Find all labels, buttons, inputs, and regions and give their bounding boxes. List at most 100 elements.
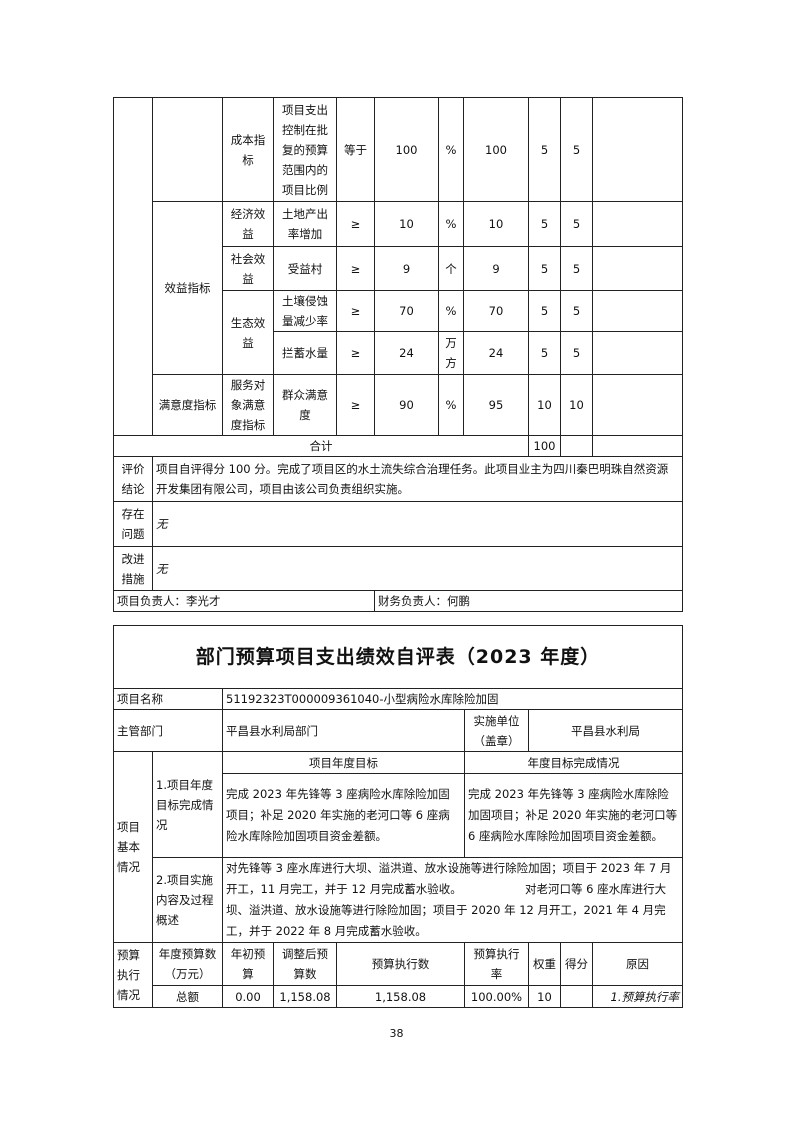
conclusion-text: 项目自评得分 100 分。完成了项目区的水土流失综合治理任务。此项目业主为四川秦…: [152, 456, 683, 502]
operator-cell: ≥: [336, 331, 375, 375]
reason-cell: [592, 290, 683, 332]
weight-cell: 5: [528, 201, 561, 247]
unit-cell: %: [438, 290, 464, 332]
total-row: 合计 100: [113, 435, 683, 457]
unit-cell: 万方: [438, 331, 464, 375]
target-cell: 9: [374, 246, 439, 291]
total-score: [560, 435, 593, 457]
level2-cell: 服务对象满意度指标: [222, 374, 274, 436]
goal-header-row: 项目基本情况 1.项目年度目标完成情况 项目年度目标 年度目标完成情况: [113, 751, 684, 943]
budget-header: 调整后预算数: [273, 942, 337, 986]
target-cell: 100: [374, 97, 439, 202]
reason-cell: [592, 97, 683, 202]
page-number: 38: [389, 1027, 404, 1040]
unit-cell: %: [438, 374, 464, 436]
performance-indicator-table: 成本指标 项目支出控制在批复的预算范围内的项目比例 等于 100 % 100 5…: [113, 97, 683, 612]
budget-cell: 10: [528, 985, 561, 1008]
conclusion-row: 评价结论 项目自评得分 100 分。完成了项目区的水土流失综合治理任务。此项目业…: [113, 456, 683, 502]
goal-row: 完成 2023 年先锋等 3 座病险水库除险加固项目；补足 2020 年实施的老…: [114, 773, 684, 858]
budget-header: 年初预算: [222, 942, 274, 986]
operator-cell: ≥: [336, 374, 375, 436]
project-lead: 项目负责人：李光才: [113, 590, 375, 612]
department-label: 主管部门: [113, 709, 223, 752]
self-evaluation-table: 部门预算项目支出绩效自评表（2023 年度） 项目名称 51192323T000…: [112, 625, 684, 1008]
table-row: 生态效益 土壤侵蚀量减少率 ≥ 70 % 70 5 5: [114, 290, 683, 375]
unit-cell: 个: [438, 246, 464, 291]
process-text: 对先锋等 3 座水库进行大坝、溢洪道、放水设施等进行除险加固；项目于 2023 …: [221, 857, 684, 943]
indicator-cell: 土壤侵蚀量减少率: [273, 290, 337, 332]
budget-header: 原因: [591, 942, 684, 986]
actual-cell: 10: [463, 201, 529, 247]
budget-header: 预算执行数: [336, 942, 465, 986]
indicator-cell: 项目支出控制在批复的预算范围内的项目比例: [273, 97, 337, 202]
measures-label: 改进措施: [113, 546, 153, 591]
page-title: 部门预算项目支出绩效自评表（2023 年度）: [112, 625, 684, 689]
target-cell: 90: [374, 374, 439, 436]
weight-cell: 5: [528, 97, 561, 202]
indicator-cell: 土地产出率增加: [273, 201, 337, 247]
budget-header-row: 预算执行情况 年度预算数（万元） 年初预算 调整后预算数 预算执行数 预算执行率…: [113, 942, 684, 1008]
actual-cell: 9: [463, 246, 529, 291]
problems-label: 存在问题: [113, 501, 153, 547]
impl-unit: 平昌县水利局: [527, 709, 684, 752]
budget-cell: 1,158.08: [273, 985, 337, 1008]
score-cell: 5: [560, 97, 593, 202]
indicator-cell: 受益村: [273, 246, 337, 291]
title-row: 部门预算项目支出绩效自评表（2023 年度）: [112, 625, 684, 689]
target-cell: 70: [374, 290, 439, 332]
score-cell: 5: [560, 201, 593, 247]
budget-cell: [560, 985, 593, 1008]
reason-cell: [592, 331, 683, 375]
level1-cell: [152, 97, 223, 202]
problems-text: 无: [152, 501, 683, 547]
budget-header: 权重: [528, 942, 561, 986]
budget-total-row: 总额 0.00 1,158.08 1,158.08 100.00% 10 1.预…: [114, 985, 684, 1008]
weight-cell: 10: [528, 374, 561, 436]
process-row: 2.项目实施内容及过程概述 对先锋等 3 座水库进行大坝、溢洪道、放水设施等进行…: [114, 857, 684, 943]
operator-cell: 等于: [336, 97, 375, 202]
weight-cell: 5: [528, 290, 561, 332]
actual-cell: 70: [463, 290, 529, 332]
unit-cell: %: [438, 201, 464, 247]
table-row: 效益指标 经济效益 土地产出率增加 ≥ 10 % 10 5 5: [114, 201, 683, 375]
completion-text: 完成 2023 年先锋等 3 座病险水库除险加固项目；补足 2020 年实施的老…: [463, 773, 684, 858]
table-row: 成本指标 项目支出控制在批复的预算范围内的项目比例 等于 100 % 100 5…: [113, 97, 683, 436]
problems-row: 存在问题 无: [113, 501, 683, 547]
score-cell: 5: [560, 331, 593, 375]
signature-row: 项目负责人：李光才 财务负责人：何鹏: [113, 590, 683, 612]
score-cell: 5: [560, 290, 593, 332]
weight-cell: 5: [528, 331, 561, 375]
measures-text: 无: [152, 546, 683, 591]
operator-cell: ≥: [336, 246, 375, 291]
indicator-cell: 群众满意度: [273, 374, 337, 436]
actual-cell: 24: [463, 331, 529, 375]
target-cell: 10: [374, 201, 439, 247]
project-name-row: 项目名称 51192323T000009361040-小型病险水库除险加固: [113, 688, 684, 710]
project-name: 51192323T000009361040-小型病险水库除险加固: [221, 688, 684, 710]
conclusion-label: 评价结论: [113, 456, 153, 502]
level1-cell: 满意度指标: [152, 374, 223, 436]
total-label: 合计: [113, 435, 529, 457]
impl-unit-label: 实施单位（盖章）: [464, 709, 529, 752]
actual-cell: 95: [463, 374, 529, 436]
indicator-category-cell: [113, 97, 153, 436]
unit-cell: %: [438, 97, 464, 202]
indicator-cell: 拦蓄水量: [273, 331, 337, 375]
process-label: 2.项目实施内容及过程概述: [152, 857, 223, 943]
reason-cell: [592, 201, 683, 247]
actual-cell: 100: [463, 97, 529, 202]
table-row: 社会效益 受益村 ≥ 9 个 9 5 5: [114, 246, 683, 291]
finance-lead: 财务负责人：何鹏: [374, 590, 683, 612]
goal-header: 项目年度目标: [222, 751, 465, 774]
budget-header: 预算执行率: [464, 942, 529, 986]
level2-cell: 成本指标: [222, 97, 274, 202]
table-row: 满意度指标 服务对象满意度指标 群众满意度 ≥ 90 % 95 10 10: [114, 374, 683, 436]
goal-label: 1.项目年度目标完成情况: [152, 751, 223, 858]
budget-cell: 总额: [152, 985, 223, 1008]
budget-label: 预算执行情况: [113, 942, 153, 1008]
department: 平昌县水利局部门: [222, 709, 465, 752]
operator-cell: ≥: [336, 201, 375, 247]
reason-cell: [592, 374, 683, 436]
total-reason: [592, 435, 683, 457]
reason-cell: [592, 246, 683, 291]
